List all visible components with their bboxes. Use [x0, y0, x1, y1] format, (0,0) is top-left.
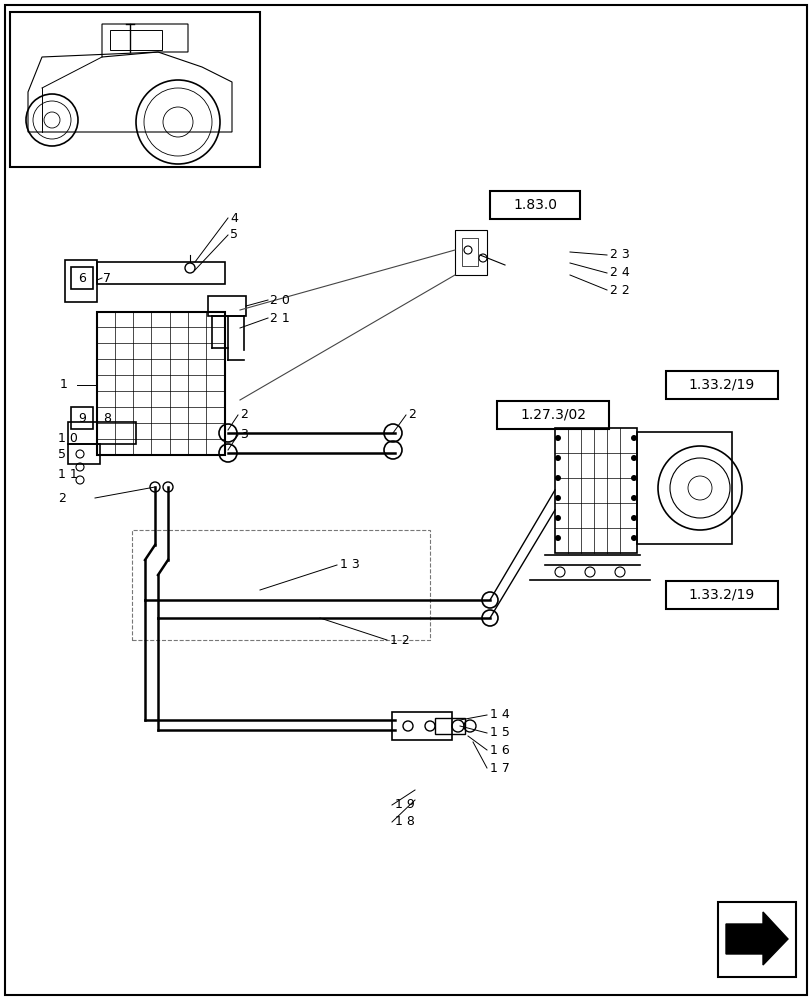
- Circle shape: [630, 475, 636, 481]
- Text: 1 2: 1 2: [389, 634, 410, 646]
- Bar: [461, 238, 478, 266]
- Text: 1 1: 1 1: [58, 468, 78, 482]
- Polygon shape: [725, 912, 787, 965]
- Bar: [717, 902, 795, 977]
- Text: 8: 8: [103, 412, 111, 424]
- Text: 2: 2: [407, 408, 415, 422]
- Text: 1 6: 1 6: [489, 743, 509, 756]
- Circle shape: [630, 515, 636, 521]
- Text: 4: 4: [230, 212, 238, 225]
- Text: 2 3: 2 3: [609, 248, 629, 261]
- Text: 1 0: 1 0: [58, 432, 78, 444]
- Text: 1 9: 1 9: [394, 798, 414, 811]
- Bar: [665, 581, 777, 609]
- Bar: [97, 312, 225, 455]
- Text: 5: 5: [230, 229, 238, 241]
- Text: 2: 2: [240, 408, 247, 422]
- Bar: [71, 407, 93, 429]
- Bar: [496, 401, 608, 429]
- Text: 1: 1: [60, 378, 68, 391]
- Bar: [97, 262, 225, 284]
- Bar: [636, 432, 731, 544]
- Bar: [454, 230, 487, 275]
- Bar: [489, 191, 579, 219]
- Text: 6: 6: [78, 271, 86, 284]
- Circle shape: [630, 495, 636, 501]
- Circle shape: [554, 535, 560, 541]
- Text: 1 3: 1 3: [340, 558, 359, 572]
- Circle shape: [554, 475, 560, 481]
- Bar: [665, 371, 777, 399]
- Circle shape: [554, 515, 560, 521]
- Text: 2 4: 2 4: [609, 266, 629, 279]
- Text: 1 8: 1 8: [394, 815, 414, 828]
- Bar: [10, 12, 260, 167]
- Text: 1 5: 1 5: [489, 726, 509, 739]
- Bar: [554, 428, 636, 553]
- Circle shape: [630, 535, 636, 541]
- Text: 2: 2: [58, 491, 66, 504]
- Text: 1.33.2/19: 1.33.2/19: [688, 378, 754, 392]
- Text: 1.33.2/19: 1.33.2/19: [688, 588, 754, 602]
- Text: 1.83.0: 1.83.0: [513, 198, 556, 212]
- Bar: [132, 530, 430, 640]
- Text: 5: 5: [58, 448, 66, 462]
- Text: 9: 9: [78, 412, 86, 424]
- Bar: [208, 296, 246, 316]
- Bar: [435, 718, 465, 734]
- Text: 2 0: 2 0: [270, 294, 290, 306]
- Bar: [392, 712, 452, 740]
- Circle shape: [630, 435, 636, 441]
- Text: 2 2: 2 2: [609, 284, 629, 296]
- Circle shape: [630, 455, 636, 461]
- Circle shape: [554, 455, 560, 461]
- Bar: [65, 260, 97, 302]
- Text: 1.27.3/02: 1.27.3/02: [519, 408, 586, 422]
- Text: 1 4: 1 4: [489, 708, 509, 721]
- Text: 3: 3: [240, 428, 247, 442]
- Circle shape: [554, 435, 560, 441]
- Bar: [68, 444, 100, 464]
- Text: 2 1: 2 1: [270, 312, 290, 324]
- Bar: [68, 422, 135, 444]
- Circle shape: [554, 495, 560, 501]
- Bar: [71, 267, 93, 289]
- Text: 7: 7: [103, 271, 111, 284]
- Text: 1 7: 1 7: [489, 762, 509, 774]
